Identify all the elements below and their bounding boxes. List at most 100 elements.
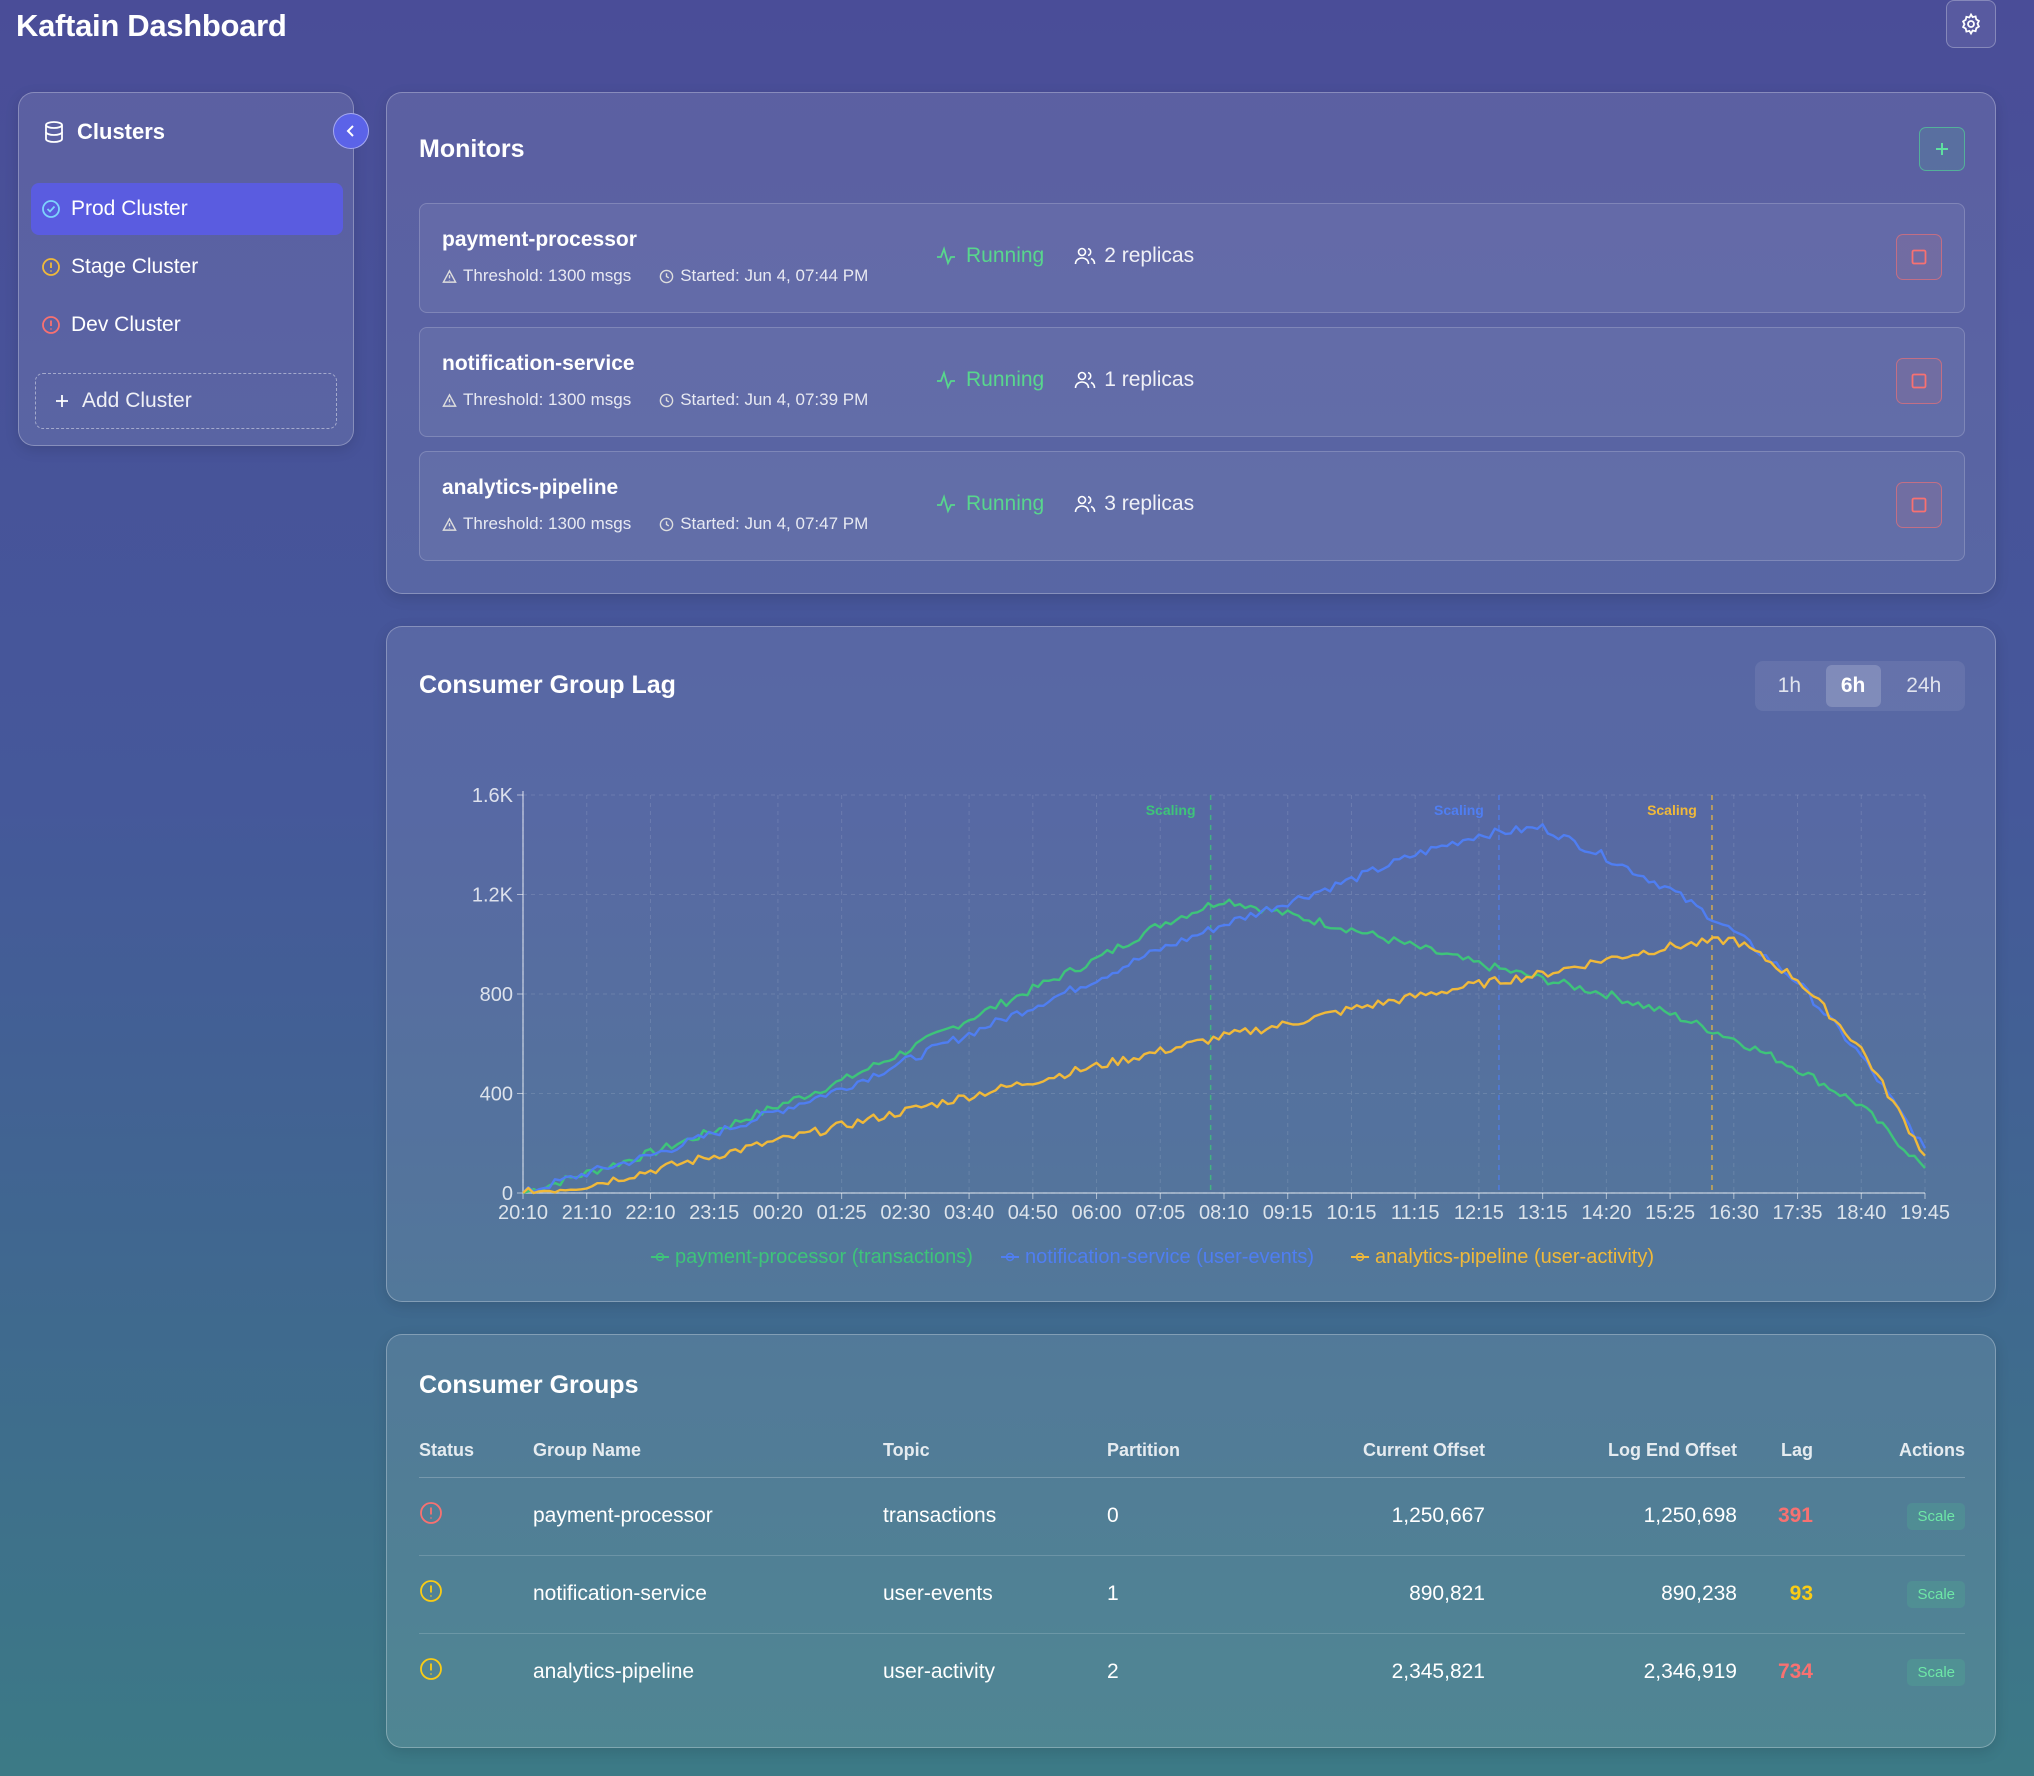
range-6h-button[interactable]: 6h (1825, 665, 1881, 707)
status-cell (419, 1633, 533, 1711)
topic-cell: user-events (883, 1555, 1107, 1634)
lag-line-chart: 0 400 800 1.2K 1.6K 20:10 21:10 22:10 23:15 00:20… (472, 785, 1950, 1268)
legend-label: payment-processor (transactions) (675, 1246, 973, 1268)
x-tick-label: 03:40 (944, 1202, 994, 1224)
status-label: Running (966, 244, 1045, 267)
current-offset-cell: 1,250,667 (1257, 1477, 1485, 1556)
monitor-started: Started: Jun 4, 07:44 PM (680, 266, 869, 285)
activity-icon (937, 246, 955, 266)
range-24h-button[interactable]: 24h (1906, 674, 1942, 697)
monitor-threshold: Threshold: 1300 msgs (463, 266, 632, 285)
log-end-offset-cell: 1,250,698 (1485, 1477, 1737, 1556)
col-topic: Topic (883, 1425, 1107, 1478)
y-tick-label: 800 (480, 984, 513, 1006)
col-current-offset: Current Offset (1257, 1425, 1485, 1478)
group-name-cell: notification-service (533, 1555, 883, 1634)
col-lag: Lag (1737, 1425, 1813, 1478)
x-tick-label: 06:00 (1072, 1202, 1122, 1224)
group-name-cell: payment-processor (533, 1477, 883, 1556)
x-tick-label: 10:15 (1326, 1202, 1376, 1224)
monitor-meta: Threshold: 1300 msgs Started: Jun 4, 07:… (442, 266, 868, 286)
sidebar-item-dev-cluster[interactable]: Dev Cluster (31, 299, 343, 351)
alert-circle-icon (420, 1502, 442, 1524)
monitor-meta: Threshold: 1300 msgs Started: Jun 4, 07:… (442, 390, 868, 410)
monitor-row: notification-service Threshold: 1300 msg… (419, 327, 1965, 437)
replicas: 2 replicas (1074, 244, 1194, 268)
sidebar-title: Clusters (77, 119, 166, 144)
scale-button[interactable]: Scale (1907, 1658, 1965, 1686)
x-tick-label: 04:50 (1008, 1202, 1058, 1224)
sidebar-header: Clusters (43, 119, 165, 145)
alert-circle-icon (420, 1658, 442, 1681)
replicas-label: 3 replicas (1104, 492, 1195, 515)
x-tick-label: 23:15 (689, 1202, 739, 1224)
add-cluster-label: Add Cluster (82, 389, 192, 412)
col-group-name: Group Name (533, 1425, 883, 1478)
activity-icon (937, 494, 955, 514)
range-1h-button[interactable]: 1h (1777, 674, 1802, 697)
cluster-label: Prod Cluster (71, 197, 188, 220)
x-tick-label: 07:05 (1135, 1202, 1185, 1224)
settings-button[interactable] (1946, 0, 1996, 48)
x-tick-label: 12:15 (1454, 1202, 1504, 1224)
stop-icon (1911, 249, 1927, 265)
table-row: analytics-pipeline user-activity 2 2,345… (419, 1633, 1965, 1711)
col-partition: Partition (1107, 1425, 1257, 1478)
clock-icon (659, 393, 674, 407)
monitor-status: Running 1 replicas (936, 368, 1194, 392)
legend-marker (1355, 1252, 1365, 1262)
partition-cell: 0 (1107, 1477, 1257, 1556)
sidebar-item-stage-cluster[interactable]: Stage Cluster (31, 241, 343, 293)
sidebar-item-prod-cluster[interactable]: Prod Cluster (31, 183, 343, 235)
actions-cell: Scale (1813, 1633, 1965, 1711)
replicas: 3 replicas (1074, 492, 1194, 516)
monitors-title: Monitors (419, 135, 525, 163)
monitor-name: notification-service (442, 352, 635, 375)
monitor-threshold: Threshold: 1300 msgs (463, 390, 632, 409)
lag-cell: 391 (1737, 1477, 1813, 1556)
status-cell (419, 1477, 533, 1556)
clock-icon (659, 517, 674, 531)
log-end-offset-cell: 2,346,919 (1643, 1660, 1737, 1684)
monitors-panel: Monitors payment-processor Threshold: 13… (386, 92, 1996, 594)
consumer-groups-panel: Consumer Groups Status Group Name Topic … (386, 1334, 1996, 1748)
replicas-label: 1 replicas (1104, 368, 1195, 391)
plus-icon (56, 395, 68, 407)
table-row: notification-service user-events 1 890,8… (419, 1555, 1965, 1634)
stop-monitor-button[interactable] (1896, 234, 1942, 280)
users-icon (1074, 495, 1096, 513)
series-line-payment-processor (522, 898, 1926, 1195)
x-tick-label: 11:15 (1391, 1202, 1440, 1224)
gear-icon (1961, 12, 1981, 36)
legend-marker (1005, 1252, 1015, 1262)
alert-circle-icon (42, 316, 60, 334)
scale-button[interactable]: Scale (1907, 1502, 1965, 1530)
users-icon (1074, 247, 1096, 265)
group-name-cell: analytics-pipeline (533, 1660, 695, 1684)
x-tick-label: 21:10 (562, 1202, 612, 1224)
consumer-groups-title: Consumer Groups (419, 1371, 639, 1399)
lag-cell: 734 (1777, 1660, 1813, 1684)
chart-title: Consumer Group Lag (419, 671, 676, 699)
stop-monitor-button[interactable] (1896, 358, 1942, 404)
x-tick-label: 01:25 (817, 1202, 867, 1224)
replicas: 1 replicas (1074, 368, 1194, 392)
add-cluster-button[interactable]: Add Cluster (35, 373, 337, 429)
users-icon (1074, 371, 1096, 389)
add-monitor-button[interactable] (1919, 127, 1965, 171)
chevron-left-icon (346, 125, 354, 137)
warning-triangle-icon (442, 268, 457, 283)
clusters-sidebar: Clusters Prod Cluster Stage Cluster Dev … (18, 92, 369, 446)
x-tick-label: 16:30 (1709, 1202, 1759, 1224)
actions-cell: Scale (1813, 1555, 1965, 1634)
x-tick-label: 17:35 (1773, 1202, 1823, 1224)
time-range-selector: 1h 6h 24h (1755, 661, 1965, 711)
cluster-label: Stage Cluster (71, 255, 199, 278)
x-tick-label: 13:15 (1518, 1202, 1568, 1224)
database-icon (45, 121, 63, 143)
scale-button[interactable]: Scale (1907, 1580, 1965, 1608)
stop-monitor-button[interactable] (1896, 482, 1942, 528)
table-row: payment-processor transactions 0 1,250,6… (419, 1477, 1965, 1556)
x-tick-label: 15:25 (1645, 1202, 1695, 1224)
collapse-sidebar-button[interactable] (333, 113, 369, 149)
